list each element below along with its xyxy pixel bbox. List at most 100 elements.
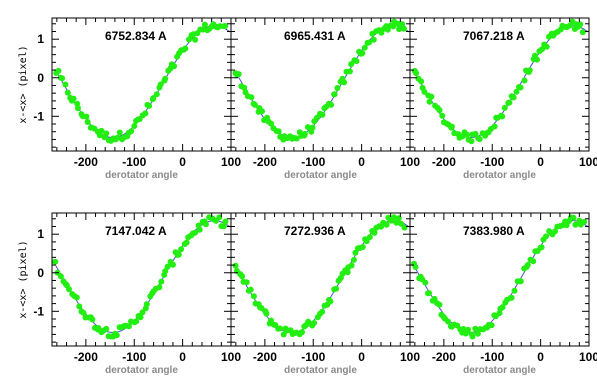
data-point bbox=[366, 234, 373, 241]
x-axis-label: derotator angle bbox=[105, 170, 178, 181]
data-point bbox=[95, 325, 102, 331]
data-point bbox=[474, 330, 481, 337]
data-point bbox=[396, 26, 403, 33]
data-point bbox=[216, 214, 223, 221]
data-point bbox=[157, 81, 164, 88]
data-point bbox=[371, 229, 378, 236]
x-tick-label: 100 bbox=[400, 155, 420, 169]
data-point bbox=[156, 284, 163, 291]
data-point bbox=[401, 25, 407, 32]
data-point bbox=[366, 39, 372, 46]
x-tick-label: -100 bbox=[301, 155, 325, 169]
data-point bbox=[391, 214, 398, 221]
data-point bbox=[524, 262, 531, 268]
data-point bbox=[542, 233, 549, 240]
x-tick-label: -200 bbox=[432, 350, 456, 364]
data-point bbox=[175, 251, 182, 258]
x-tick-label: 100 bbox=[221, 155, 241, 169]
data-point bbox=[468, 138, 475, 145]
data-points bbox=[53, 21, 229, 144]
data-point bbox=[247, 286, 254, 293]
data-point bbox=[201, 21, 208, 28]
data-point bbox=[222, 23, 229, 29]
x-tick-label: -200 bbox=[74, 350, 98, 364]
data-point bbox=[501, 104, 508, 111]
x-tick-label: -100 bbox=[480, 350, 504, 364]
x-tick-label: 100 bbox=[579, 350, 597, 364]
data-point bbox=[534, 56, 540, 63]
data-point bbox=[488, 322, 495, 329]
data-point bbox=[64, 89, 71, 96]
x-tick-label: -200 bbox=[432, 155, 456, 169]
data-point bbox=[328, 101, 335, 108]
data-point bbox=[413, 70, 420, 77]
wavelength-label: 7272.936 A bbox=[284, 224, 346, 238]
data-point bbox=[577, 21, 584, 28]
data-point bbox=[128, 128, 135, 135]
data-point bbox=[448, 123, 455, 130]
data-point bbox=[398, 220, 404, 227]
data-point bbox=[248, 94, 255, 101]
data-point bbox=[84, 119, 91, 125]
data-point bbox=[499, 304, 506, 311]
data-point bbox=[183, 239, 190, 246]
data-point bbox=[472, 325, 479, 332]
data-point bbox=[393, 219, 400, 226]
data-point bbox=[299, 329, 305, 336]
x-tick-label: -200 bbox=[253, 350, 277, 364]
data-point bbox=[304, 124, 311, 131]
data-point bbox=[394, 20, 401, 27]
data-point bbox=[510, 94, 517, 101]
data-point bbox=[241, 84, 248, 91]
data-point bbox=[499, 113, 506, 120]
x-tick-label: 0 bbox=[358, 155, 365, 169]
data-point bbox=[309, 124, 316, 131]
data-point bbox=[57, 273, 64, 280]
data-point bbox=[202, 221, 209, 228]
data-point bbox=[363, 238, 370, 245]
data-point bbox=[543, 43, 550, 50]
x-axis-label: derotator angle bbox=[284, 170, 357, 181]
x-axis-label: derotator angle bbox=[284, 365, 357, 376]
data-point bbox=[158, 278, 165, 285]
data-point bbox=[513, 88, 520, 95]
panel-2: -200 -100 0 100 derotator angle 6965.431 A bbox=[230, 17, 420, 181]
data-point bbox=[178, 246, 185, 253]
x-tick-label: -200 bbox=[74, 155, 98, 169]
data-point bbox=[428, 93, 435, 100]
data-point bbox=[55, 67, 62, 74]
panel-5: -200 -100 0 100 derotator angle 7272.936 A bbox=[230, 212, 420, 376]
data-point bbox=[422, 279, 429, 286]
data-point bbox=[243, 279, 250, 286]
data-point bbox=[114, 134, 121, 141]
data-point bbox=[137, 314, 144, 321]
y-axis-label: x-<x> (pixel) bbox=[18, 45, 29, 123]
data-point bbox=[445, 318, 452, 325]
data-point bbox=[293, 135, 300, 142]
data-point bbox=[162, 268, 169, 275]
data-point bbox=[464, 131, 471, 138]
data-point bbox=[199, 26, 206, 33]
x-axis-label: derotator angle bbox=[463, 170, 536, 181]
data-point bbox=[383, 221, 390, 228]
data-point bbox=[268, 120, 275, 127]
panel-4: -200 -100 0 100 1 0 -1 x-<x> (pixel) derotator a… bbox=[18, 212, 241, 376]
data-point bbox=[352, 249, 359, 256]
data-point bbox=[103, 130, 110, 137]
data-point bbox=[331, 91, 338, 98]
data-point bbox=[59, 75, 66, 82]
data-point bbox=[552, 228, 559, 235]
x-tick-label: 100 bbox=[400, 350, 420, 364]
data-point bbox=[220, 223, 227, 230]
data-point bbox=[384, 26, 391, 33]
data-point bbox=[359, 244, 366, 250]
data-point bbox=[146, 102, 153, 109]
data-point bbox=[89, 316, 96, 323]
data-point bbox=[517, 278, 524, 285]
data-point bbox=[370, 36, 377, 43]
data-point bbox=[517, 84, 524, 91]
data-point bbox=[76, 303, 83, 310]
data-point bbox=[395, 215, 402, 222]
data-point bbox=[390, 23, 397, 30]
data-point bbox=[570, 214, 577, 221]
